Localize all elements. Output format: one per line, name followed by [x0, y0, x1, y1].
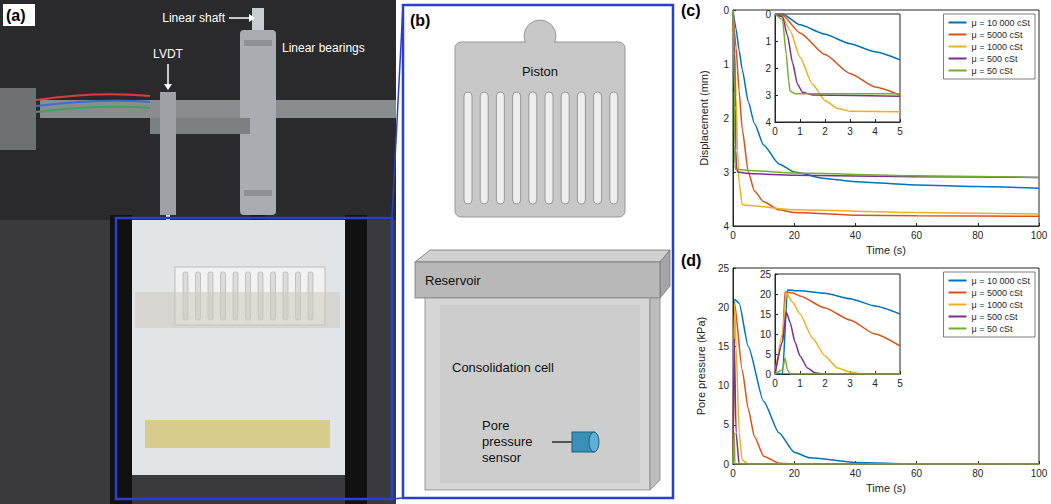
svg-text:Time (s): Time (s): [866, 482, 906, 494]
svg-text:0: 0: [730, 468, 736, 479]
svg-text:2: 2: [822, 126, 828, 137]
svg-text:LVDT: LVDT: [153, 47, 183, 61]
svg-text:2: 2: [822, 378, 828, 389]
svg-text:0: 0: [772, 378, 778, 389]
svg-text:μ = 1000 cSt: μ = 1000 cSt: [972, 42, 1023, 52]
svg-text:μ = 5000 cSt: μ = 5000 cSt: [972, 30, 1023, 40]
html-text:(c): (c): [681, 2, 701, 19]
html-text:(d): (d): [681, 252, 702, 269]
svg-text:μ = 50 cSt: μ = 50 cSt: [972, 324, 1013, 334]
svg-text:3: 3: [847, 378, 853, 389]
svg-text:1: 1: [797, 126, 803, 137]
svg-text:0: 0: [772, 126, 778, 137]
svg-text:Linear shaft: Linear shaft: [162, 11, 225, 25]
svg-text:4: 4: [765, 117, 771, 128]
svg-text:1: 1: [765, 36, 771, 47]
svg-text:60: 60: [911, 230, 923, 241]
svg-text:Piston: Piston: [522, 64, 558, 79]
svg-text:1: 1: [797, 378, 803, 389]
svg-text:20: 20: [718, 302, 730, 313]
svg-text:4: 4: [872, 378, 878, 389]
svg-text:25: 25: [718, 263, 730, 274]
svg-text:Consolidation cell: Consolidation cell: [452, 360, 554, 375]
svg-text:10: 10: [760, 329, 772, 340]
svg-text:μ = 10 000 cSt: μ = 10 000 cSt: [972, 276, 1031, 286]
svg-text:Pore pressure (kPa): Pore pressure (kPa): [695, 317, 707, 415]
svg-text:2: 2: [765, 63, 771, 74]
svg-text:0: 0: [765, 9, 771, 20]
svg-text:100: 100: [1031, 468, 1048, 479]
svg-text:80: 80: [972, 230, 984, 241]
svg-text:2: 2: [723, 113, 729, 124]
svg-text:Pore: Pore: [482, 418, 509, 433]
svg-text:3: 3: [765, 90, 771, 101]
svg-text:5: 5: [765, 349, 771, 360]
svg-text:0: 0: [723, 5, 729, 16]
svg-text:μ = 10 000 cSt: μ = 10 000 cSt: [972, 18, 1031, 28]
svg-text:(b): (b): [410, 12, 430, 29]
svg-text:4: 4: [872, 126, 878, 137]
svg-text:20: 20: [789, 230, 801, 241]
svg-text:Time (s): Time (s): [866, 244, 906, 256]
svg-text:40: 40: [850, 468, 862, 479]
svg-text:5: 5: [723, 419, 729, 430]
svg-text:40: 40: [850, 230, 862, 241]
svg-text:3: 3: [847, 126, 853, 137]
svg-text:15: 15: [718, 341, 730, 352]
svg-text:Displacement (mm): Displacement (mm): [698, 70, 710, 165]
svg-text:25: 25: [760, 269, 772, 280]
svg-text:0: 0: [723, 459, 729, 470]
svg-text:5: 5: [897, 378, 903, 389]
svg-text:1: 1: [723, 59, 729, 70]
svg-text:80: 80: [972, 468, 984, 479]
svg-text:10: 10: [718, 380, 730, 391]
svg-text:Reservoir: Reservoir: [425, 273, 481, 288]
svg-text:5: 5: [897, 126, 903, 137]
svg-text:μ = 50 cSt: μ = 50 cSt: [972, 66, 1013, 76]
svg-text:Linear bearings: Linear bearings: [282, 41, 365, 55]
svg-text:3: 3: [723, 167, 729, 178]
svg-text:0: 0: [765, 369, 771, 380]
svg-text:20: 20: [760, 289, 772, 300]
svg-text:pressure: pressure: [482, 434, 533, 449]
svg-text:4: 4: [723, 221, 729, 232]
svg-text:sensor: sensor: [482, 450, 522, 465]
svg-text:(a): (a): [6, 7, 26, 24]
svg-text:μ = 500 cSt: μ = 500 cSt: [972, 54, 1018, 64]
svg-text:0: 0: [730, 230, 736, 241]
svg-text:60: 60: [911, 468, 923, 479]
svg-text:20: 20: [789, 468, 801, 479]
svg-text:100: 100: [1031, 230, 1048, 241]
svg-text:15: 15: [760, 309, 772, 320]
svg-text:μ = 500 cSt: μ = 500 cSt: [972, 312, 1018, 322]
svg-text:μ = 1000 cSt: μ = 1000 cSt: [972, 300, 1023, 310]
svg-text:μ = 5000 cSt: μ = 5000 cSt: [972, 288, 1023, 298]
